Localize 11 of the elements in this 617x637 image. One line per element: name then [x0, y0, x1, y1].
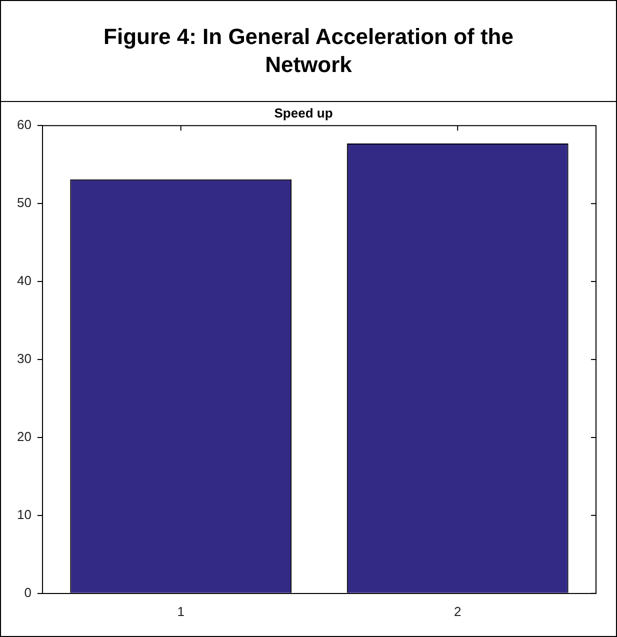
- y-tick-label: 10: [16, 507, 32, 522]
- y-tick-label: 60: [16, 117, 32, 132]
- y-tick-label: 30: [16, 351, 32, 366]
- x-tick-label: 2: [454, 604, 462, 619]
- y-tick-label: 20: [16, 429, 32, 444]
- chart-subtitle: Speed up: [274, 105, 333, 120]
- y-tick-label: 0: [24, 584, 32, 600]
- chart-title: Figure 4: In General Acceleration of the Network: [102, 23, 514, 79]
- y-tick-label: 40: [16, 273, 32, 288]
- y-tick-label: 50: [16, 195, 32, 210]
- x-tick-label: 1: [177, 604, 184, 619]
